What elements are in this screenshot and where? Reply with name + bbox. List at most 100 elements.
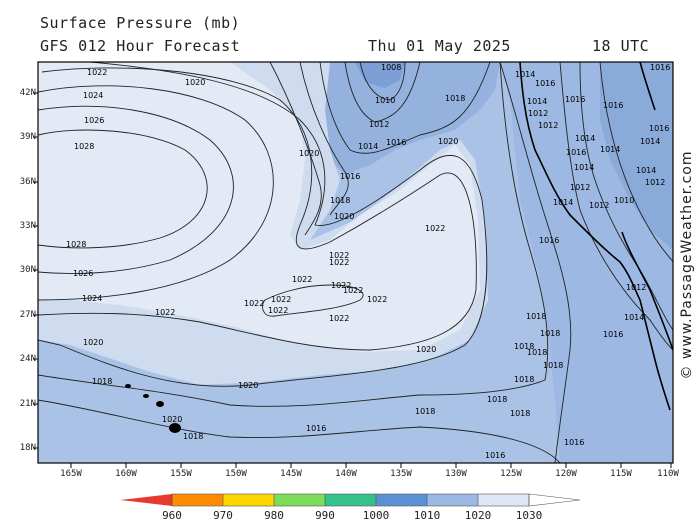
- lbl-1018-h: 1018: [514, 342, 534, 351]
- colorbar-label-1030: 1030: [515, 509, 543, 522]
- lbl-1016-j: 1016: [603, 101, 623, 110]
- coastline-north: [639, 62, 656, 111]
- lbl-1016-c: 1016: [340, 172, 360, 181]
- lbl-1022-e: 1022: [329, 258, 349, 267]
- lbl-1020-f: 1020: [438, 137, 458, 146]
- lbl-1024-a: 1024: [83, 91, 103, 100]
- lbl-1014-i: 1014: [636, 166, 656, 175]
- lbl-1020-e: 1020: [299, 149, 319, 158]
- island-hawaii: [169, 423, 181, 433]
- lbl-1020-d: 1020: [185, 78, 205, 87]
- lat-label-21n: 21N: [19, 399, 36, 409]
- lbl-1010-b: 1010: [614, 196, 634, 205]
- lon-label-165w: 165W: [60, 469, 82, 479]
- lbl-1016-m: 1016: [650, 63, 670, 72]
- title-line2: GFS 012 Hour Forecast: [40, 37, 241, 55]
- lon-label-125w: 125W: [500, 469, 522, 479]
- lbl-1018-i: 1018: [527, 348, 547, 357]
- lon-label-155w: 155W: [170, 469, 192, 479]
- pressure-band-1008: [355, 62, 405, 88]
- colorbar-label-980: 980: [264, 509, 284, 522]
- title-line1: Surface Pressure (mb): [40, 14, 241, 32]
- lbl-1028-b: 1028: [66, 240, 86, 249]
- lbl-1022-i: 1022: [271, 295, 291, 304]
- colorbar-label-1020: 1020: [464, 509, 492, 522]
- lbl-1022-j: 1022: [244, 299, 264, 308]
- colorbar-seg-980: [223, 494, 274, 506]
- valid-time: 18 UTC: [592, 37, 650, 55]
- lbl-1022-b: 1022: [155, 308, 175, 317]
- lbl-1018-b: 1018: [183, 432, 203, 441]
- lat-label-42n: 42N: [19, 88, 36, 98]
- island-maui: [156, 401, 164, 407]
- lbl-1020-b: 1020: [238, 381, 258, 390]
- isobar-1016: [38, 62, 572, 463]
- isobar-1026: [38, 105, 234, 275]
- lbl-1018-f: 1018: [526, 312, 546, 321]
- lbl-1016-f: 1016: [564, 438, 584, 447]
- lbl-1022-l: 1022: [367, 295, 387, 304]
- lbl-1016-g: 1016: [603, 330, 623, 339]
- isobar-1012: [344, 62, 421, 123]
- lbl-1024-b: 1024: [82, 294, 102, 303]
- lbl-1018-g: 1018: [540, 329, 560, 338]
- colorbar-label-990: 990: [315, 509, 335, 522]
- lbl-1012-g: 1012: [626, 283, 646, 292]
- isobar-labels: 1022 1024 1026 1028 1028 1026 1024 1022 …: [66, 63, 670, 460]
- isobar-1020: [38, 62, 488, 387]
- lbl-1012-f: 1012: [645, 178, 665, 187]
- lat-label-39n: 39N: [19, 132, 36, 142]
- isobar-1014: [319, 62, 491, 154]
- island-kauai: [125, 384, 131, 388]
- lbl-1018-d: 1018: [445, 94, 465, 103]
- lbl-1016-d: 1016: [539, 236, 559, 245]
- lat-label-36n: 36N: [19, 177, 36, 187]
- lat-label-30n: 30N: [19, 265, 36, 275]
- colorbar-seg-1030: [478, 494, 529, 506]
- lbl-1010: 1010: [375, 96, 395, 105]
- colorbar-seg-970: [172, 494, 223, 506]
- lbl-1014-b: 1014: [553, 198, 573, 207]
- pressure-band-1022: [38, 62, 480, 352]
- lon-label-145w: 145W: [280, 469, 302, 479]
- isobar-coast-1: [599, 62, 673, 263]
- isobar-1016-north: [299, 62, 349, 216]
- lbl-1012-b: 1012: [589, 201, 609, 210]
- coastline-california: [519, 62, 671, 411]
- lbl-1022-a: 1022: [87, 68, 107, 77]
- lbl-1016-k: 1016: [649, 124, 669, 133]
- lon-label-110w: 110W: [657, 469, 679, 479]
- lbl-1014-d: 1014: [527, 97, 547, 106]
- lat-label-33n: 33N: [19, 221, 36, 231]
- lbl-1022-c: 1022: [425, 224, 445, 233]
- lbl-1012-c: 1012: [528, 109, 548, 118]
- colorbar: [120, 493, 581, 507]
- isobar-1028-inner: [38, 129, 208, 249]
- lbl-1014-c: 1014: [515, 70, 535, 79]
- colorbar-label-1000: 1000: [362, 509, 390, 522]
- isobar-1018: [38, 62, 549, 407]
- lon-label-130w: 130W: [445, 469, 467, 479]
- lbl-1012: 1012: [369, 120, 389, 129]
- island-oahu: [143, 394, 149, 398]
- lbl-1012-e: 1012: [570, 183, 590, 192]
- lbl-1014: 1014: [358, 142, 378, 151]
- lon-label-140w: 140W: [335, 469, 357, 479]
- lbl-1022-g: 1022: [331, 281, 351, 290]
- lbl-1018-e: 1018: [330, 196, 350, 205]
- lbl-1018-l: 1018: [487, 395, 507, 404]
- lon-label-150w: 150W: [225, 469, 247, 479]
- lbl-1014-h: 1014: [574, 163, 594, 172]
- colorbar-seg-1020: [427, 494, 478, 506]
- lbl-1026-a: 1026: [84, 116, 104, 125]
- lbl-1016-b: 1016: [386, 138, 406, 147]
- lbl-1028-a: 1028: [74, 142, 94, 151]
- lbl-1014-j: 1014: [624, 313, 644, 322]
- lbl-1022-f: 1022: [292, 275, 312, 284]
- lon-label-115w: 115W: [610, 469, 632, 479]
- lbl-1016-h: 1016: [535, 79, 555, 88]
- map-frame: [37, 61, 674, 464]
- site-credit: © www.PassageWeather.com: [677, 60, 697, 470]
- isobar-1024: [38, 85, 274, 301]
